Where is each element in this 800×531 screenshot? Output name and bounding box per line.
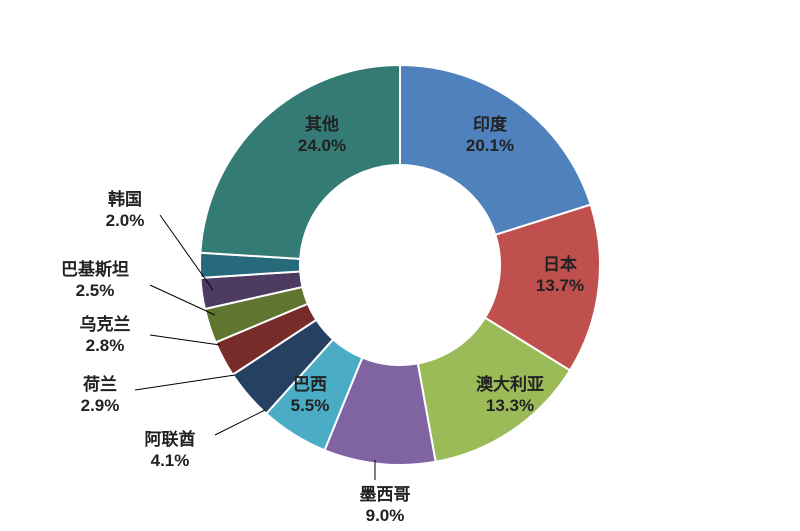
leader-uae bbox=[215, 410, 265, 435]
label-name-india: 印度 bbox=[466, 114, 514, 135]
label-pct-other: 24.0% bbox=[298, 135, 346, 156]
label-brazil: 巴西5.5% bbox=[291, 374, 330, 417]
label-india: 印度20.1% bbox=[466, 114, 514, 157]
label-name-other: 其他 bbox=[298, 114, 346, 135]
label-ukraine: 乌克兰2.8% bbox=[80, 314, 131, 357]
label-pct-australia: 13.3% bbox=[476, 395, 544, 416]
label-name-brazil: 巴西 bbox=[291, 374, 330, 395]
label-name-australia: 澳大利亚 bbox=[476, 374, 544, 395]
label-pct-india: 20.1% bbox=[466, 135, 514, 156]
label-japan: 日本13.7% bbox=[536, 254, 584, 297]
label-pct-brazil: 5.5% bbox=[291, 395, 330, 416]
label-pct-mexico: 9.0% bbox=[360, 505, 411, 526]
label-name-uae: 阿联酋 bbox=[145, 429, 196, 450]
label-name-japan: 日本 bbox=[536, 254, 584, 275]
label-name-netherlands: 荷兰 bbox=[81, 374, 120, 395]
label-australia: 澳大利亚13.3% bbox=[476, 374, 544, 417]
leader-ukraine bbox=[150, 335, 220, 345]
label-korea: 韩国2.0% bbox=[106, 189, 145, 232]
label-pct-ukraine: 2.8% bbox=[80, 335, 131, 356]
slice-other bbox=[200, 65, 400, 259]
label-name-korea: 韩国 bbox=[106, 189, 145, 210]
label-name-pakistan: 巴基斯坦 bbox=[61, 259, 129, 280]
label-pct-netherlands: 2.9% bbox=[81, 395, 120, 416]
label-other: 其他24.0% bbox=[298, 114, 346, 157]
leader-netherlands bbox=[135, 375, 235, 390]
donut-chart: 印度20.1% 日本13.7% 澳大利亚13.3% 墨西哥9.0% 巴西5.5% 阿联酋4… bbox=[0, 0, 800, 531]
label-pct-pakistan: 2.5% bbox=[61, 280, 129, 301]
label-uae: 阿联酋4.1% bbox=[145, 429, 196, 472]
label-name-ukraine: 乌克兰 bbox=[80, 314, 131, 335]
label-pct-korea: 2.0% bbox=[106, 210, 145, 231]
label-pct-uae: 4.1% bbox=[145, 450, 196, 471]
label-pakistan: 巴基斯坦2.5% bbox=[61, 259, 129, 302]
label-netherlands: 荷兰2.9% bbox=[81, 374, 120, 417]
label-pct-japan: 13.7% bbox=[536, 275, 584, 296]
label-name-mexico: 墨西哥 bbox=[360, 484, 411, 505]
label-mexico: 墨西哥9.0% bbox=[360, 484, 411, 527]
